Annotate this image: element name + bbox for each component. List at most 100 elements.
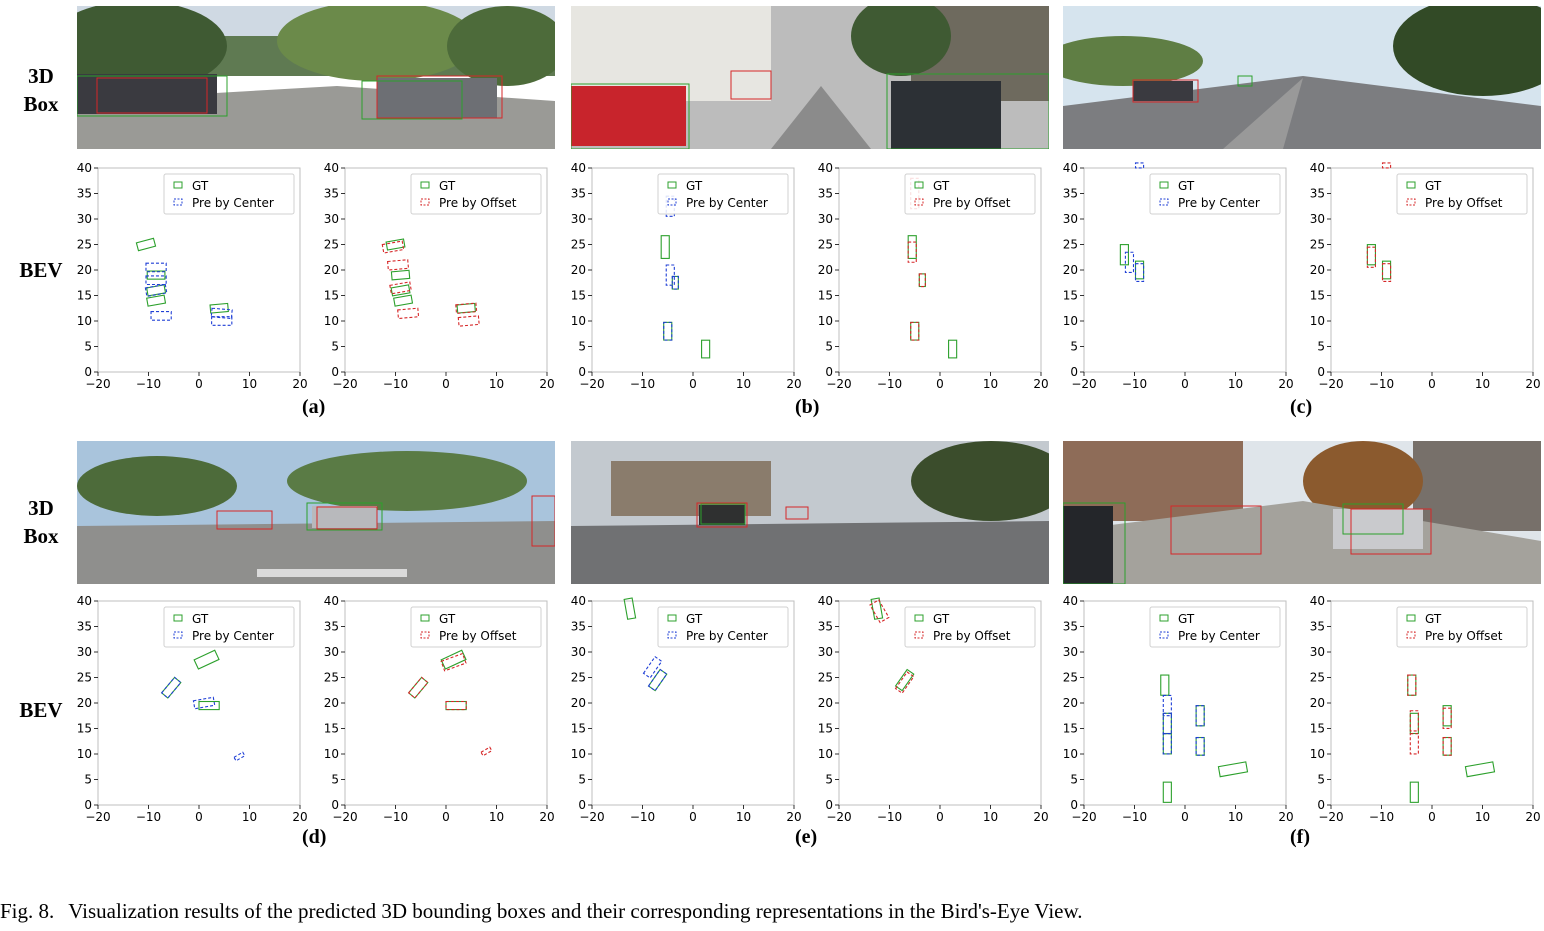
photo-f	[1063, 441, 1541, 584]
y-tick-label: 5	[578, 340, 586, 354]
legend-gt-label: GT	[1425, 179, 1442, 193]
x-tick-label: 20	[786, 377, 801, 391]
gt-box	[894, 668, 915, 692]
legend-gt-marker	[173, 614, 183, 622]
subfigure-label-b: (b)	[795, 396, 820, 418]
x-tick-label: 20	[1278, 810, 1293, 824]
x-tick-label: 20	[786, 810, 801, 824]
x-tick-label: 20	[1033, 377, 1048, 391]
pred-box	[445, 700, 467, 711]
legend-pred-label: Pre by Offset	[933, 196, 1011, 210]
subfigure-label-d: (d)	[302, 826, 327, 848]
gt-box	[209, 302, 229, 314]
bev-plot: −20 −10 0 10 20 0 5 10 15 20 25 30 35 40 GT Pre by Offs…	[818, 161, 1049, 391]
legend-box	[657, 606, 789, 648]
legend-gt-label: GT	[933, 612, 950, 626]
figure-caption: Fig. 8. Visualization results of the pred…	[0, 899, 1083, 924]
y-tick-label: 40	[818, 161, 833, 175]
x-tick-label: 10	[242, 377, 257, 391]
gt-box	[1409, 781, 1419, 803]
pred-box	[1381, 162, 1392, 169]
x-tick-label: 20	[292, 377, 307, 391]
legend-gt-marker	[667, 181, 677, 189]
y-tick-label: 30	[1063, 212, 1078, 226]
y-tick-label: 10	[1310, 747, 1325, 761]
y-tick-label: 30	[818, 645, 833, 659]
legend-gt-label: GT	[686, 612, 703, 626]
gt-box	[1464, 761, 1496, 778]
x-tick-label: 20	[1033, 810, 1048, 824]
legend-gt-marker	[1406, 614, 1416, 622]
y-tick-label: 15	[818, 289, 833, 303]
y-tick-label: 20	[77, 263, 92, 277]
y-tick-label: 30	[571, 212, 586, 226]
bev-plot: −20 −10 0 10 20 0 5 10 15 20 25 30 35 40 GT Pre by Offs…	[1310, 594, 1541, 824]
legend-gt-marker	[914, 614, 924, 622]
pred-box	[1134, 162, 1145, 169]
x-tick-label: −20	[579, 377, 604, 391]
pred-box	[386, 259, 410, 271]
legend-pred-label: Pre by Center	[192, 629, 274, 643]
y-tick-label: 25	[1310, 238, 1325, 252]
y-tick-label: 35	[324, 620, 339, 634]
pred-box	[1195, 736, 1205, 756]
legend-pred-label: Pre by Center	[1178, 196, 1260, 210]
y-tick-label: 25	[571, 671, 586, 685]
y-tick-label: 15	[571, 289, 586, 303]
y-tick-label: 35	[571, 187, 586, 201]
gt-box	[663, 321, 673, 341]
gt-box	[393, 294, 414, 307]
x-tick-label: 10	[736, 810, 751, 824]
gt-box	[1162, 781, 1172, 803]
x-tick-label: 0	[936, 377, 944, 391]
x-tick-label: 10	[983, 377, 998, 391]
legend-gt-label: GT	[686, 179, 703, 193]
y-tick-label: 5	[1317, 340, 1325, 354]
row-label-bev-bottom: BEV	[19, 698, 63, 722]
x-tick-label: 0	[1428, 810, 1436, 824]
y-tick-label: 20	[1310, 263, 1325, 277]
x-tick-label: −10	[630, 377, 655, 391]
legend-gt-label: GT	[1178, 179, 1195, 193]
x-tick-label: 0	[195, 810, 203, 824]
gt-box	[390, 284, 411, 297]
y-tick-label: 20	[77, 696, 92, 710]
y-tick-label: 40	[818, 594, 833, 608]
row-label-3d: 3D	[28, 64, 54, 88]
y-tick-label: 10	[818, 747, 833, 761]
legend-pred-label: Pre by Center	[1178, 629, 1260, 643]
legend-gt-marker	[1159, 181, 1169, 189]
legend-pred-marker	[173, 198, 183, 206]
gt-box	[135, 237, 157, 252]
legend-pred-marker	[1159, 198, 1169, 206]
x-tick-label: −20	[1071, 810, 1096, 824]
x-tick-label: −20	[332, 377, 357, 391]
gt-box	[1442, 736, 1452, 756]
y-tick-label: 15	[324, 289, 339, 303]
bev-chart-d-right: −20 −10 0 10 20 0 5 10 15 20 25 30 35 40 GT Pre by Offs…	[307, 593, 557, 824]
y-tick-label: 5	[331, 773, 339, 787]
legend-pred-label: Pre by Offset	[439, 196, 517, 210]
bev-plot: −20 −10 0 10 20 0 5 10 15 20 25 30 35 40 GT Pre by Cent…	[571, 161, 802, 391]
legend-box	[163, 173, 295, 215]
y-tick-label: 30	[818, 212, 833, 226]
y-tick-label: 15	[77, 722, 92, 736]
legend-pred-marker	[914, 631, 924, 639]
bev-plot: −20 −10 0 10 20 0 5 10 15 20 25 30 35 40 GT Pre by Cent…	[77, 594, 308, 824]
pred-box	[1407, 674, 1417, 696]
y-tick-label: 25	[77, 238, 92, 252]
y-tick-label: 15	[818, 722, 833, 736]
y-tick-label: 35	[818, 620, 833, 634]
x-tick-label: −10	[877, 810, 902, 824]
row-label-box: Box	[23, 92, 59, 116]
pred-box	[145, 262, 167, 273]
y-tick-label: 40	[1063, 161, 1078, 175]
gt-box	[1217, 761, 1249, 778]
gt-box	[440, 649, 467, 670]
x-tick-label: −10	[630, 810, 655, 824]
bev-plot: −20 −10 0 10 20 0 5 10 15 20 25 30 35 40 GT Pre by Cent…	[571, 594, 802, 824]
y-tick-label: 30	[324, 212, 339, 226]
pred-box	[671, 275, 679, 290]
gt-box	[1160, 674, 1170, 696]
pred-box	[480, 746, 493, 757]
